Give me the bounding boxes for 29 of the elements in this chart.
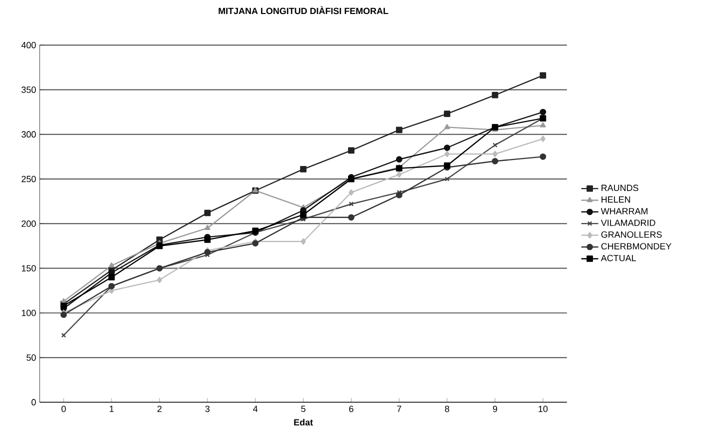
x-tick-label: 7 — [397, 406, 402, 412]
legend-label: CHERBMONDEY — [601, 243, 672, 250]
x-tick-label: 0 — [62, 406, 66, 412]
y-tick-label: 50 — [26, 354, 36, 361]
x-tick-label: 6 — [349, 406, 354, 412]
x-tick-label: 3 — [205, 406, 210, 412]
x-tick-label: 2 — [157, 406, 162, 412]
legend-label: HELEN — [602, 196, 630, 203]
y-tick-label: 250 — [22, 176, 36, 182]
x-tick-label: 10 — [538, 406, 548, 412]
y-tick-label: 150 — [22, 265, 36, 272]
x-tick-label: 1 — [110, 406, 114, 412]
legend-label: GRANOLLERS — [601, 231, 662, 238]
y-tick-label: 300 — [22, 131, 36, 138]
legend-label: VILAMADRID — [600, 220, 656, 226]
legend-label: RAUNDS — [602, 184, 638, 192]
x-tick-label: 5 — [301, 406, 306, 412]
y-tick-label: 0 — [32, 399, 36, 406]
chart-title: MITJANA LONGITUD DIÀFISI FEMORAL — [218, 6, 388, 14]
x-tick-label: 9 — [492, 406, 498, 412]
y-tick-label: 200 — [22, 220, 36, 227]
y-tick-label: 400 — [21, 42, 36, 48]
x-tick-label: 4 — [253, 406, 258, 412]
legend-label: WHARRAM — [600, 208, 648, 214]
x-tick-label: 8 — [444, 406, 450, 412]
legend-label: ACTUAL — [600, 254, 636, 262]
y-tick-label: 100 — [22, 310, 36, 316]
x-axis-title: Edat — [294, 418, 313, 426]
y-tick-label: 350 — [22, 86, 36, 93]
